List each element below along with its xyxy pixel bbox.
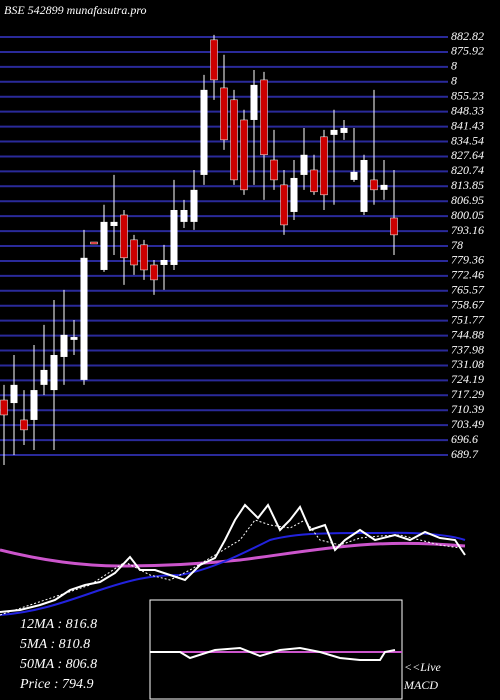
candle-body	[120, 214, 128, 259]
candle-body	[350, 171, 358, 180]
indicator-panel	[0, 503, 466, 700]
y-tick-label: 800.05	[451, 208, 484, 222]
candle-body	[390, 217, 398, 236]
y-tick-label: 855.23	[451, 88, 484, 102]
ma-line	[0, 531, 466, 616]
y-tick-label: 731.08	[451, 357, 484, 371]
legend-item: 12MA : 816.8	[20, 617, 97, 632]
y-tick-label: 758.67	[451, 297, 485, 311]
y-tick-label: 779.36	[451, 253, 484, 267]
candle-body	[130, 239, 138, 266]
macd-line	[150, 646, 396, 661]
macd-box	[149, 599, 403, 700]
y-tick-label: 78	[451, 238, 463, 252]
candle-body	[50, 355, 58, 391]
y-tick-label: 724.19	[451, 372, 484, 386]
candle-body	[210, 39, 218, 81]
y-tick-label: 751.77	[451, 312, 485, 326]
y-tick-label: 820.74	[451, 163, 484, 177]
y-tick-label: 848.33	[451, 103, 484, 117]
candle-body	[380, 184, 388, 190]
candle-body	[30, 390, 38, 420]
candle-body	[150, 264, 158, 281]
candle-body	[110, 221, 118, 227]
candle-body	[330, 129, 338, 135]
y-tick-label: 696.6	[451, 432, 478, 446]
ma-line	[0, 541, 466, 568]
candle-body	[70, 337, 78, 340]
candle-body	[0, 399, 8, 416]
y-tick-label: 834.54	[451, 133, 484, 147]
ma-line	[0, 519, 461, 616]
y-tick-label: 717.29	[451, 387, 484, 401]
candle-body	[90, 241, 98, 245]
y-tick-label: 882.82	[451, 29, 484, 43]
candle-body	[10, 384, 18, 404]
legend-item: 50MA : 806.8	[20, 657, 97, 672]
chart-title: BSE 542899 munafasutra.pro	[4, 3, 147, 17]
candle-body	[230, 99, 238, 181]
y-tick-label: 765.57	[451, 283, 485, 297]
candle-body	[170, 209, 178, 265]
y-tick-label: 813.85	[451, 178, 484, 192]
y-tick-label: 806.95	[451, 193, 484, 207]
y-tick-label: 772.46	[451, 268, 484, 282]
y-tick-label: 744.88	[451, 327, 484, 341]
candle-body	[80, 257, 88, 380]
candle-body	[260, 79, 268, 156]
candle-body	[140, 244, 148, 271]
y-tick-label: 689.7	[451, 447, 479, 461]
macd-label: <<Live	[404, 660, 442, 674]
candle-body	[300, 154, 308, 175]
candle-body	[240, 119, 248, 191]
candle-body	[340, 127, 348, 133]
candle-body	[310, 169, 318, 193]
candle-body	[370, 179, 378, 191]
candle-body	[250, 84, 258, 120]
y-tick-label: 710.39	[451, 402, 484, 416]
candle-body	[280, 184, 288, 226]
candle-body	[320, 136, 328, 196]
y-tick-label: 827.64	[451, 148, 484, 162]
candle-body	[220, 87, 228, 141]
legend-item: Price : 794.9	[19, 677, 93, 692]
y-tick-label: 737.98	[451, 342, 484, 356]
y-tick-label: 841.43	[451, 118, 484, 132]
y-tick-label: 793.16	[451, 223, 484, 237]
macd-label: MACD	[403, 678, 438, 692]
price-line	[0, 503, 466, 613]
candle-body	[190, 189, 198, 222]
candle-body	[200, 89, 208, 175]
candle-body	[20, 419, 28, 431]
y-tick-label: 875.92	[451, 44, 484, 58]
candle-body	[180, 209, 188, 222]
legend-item: 5MA : 810.8	[20, 637, 90, 652]
y-tick-label: 8	[451, 59, 457, 73]
candle-body	[290, 177, 298, 212]
candle-body	[270, 159, 278, 181]
candle-body	[60, 334, 68, 357]
y-tick-label: 8	[451, 74, 457, 88]
candle-body	[100, 221, 108, 270]
candle-body	[40, 369, 48, 385]
candle-body	[360, 159, 368, 212]
candle-body	[160, 259, 168, 265]
y-tick-label: 703.49	[451, 417, 484, 431]
